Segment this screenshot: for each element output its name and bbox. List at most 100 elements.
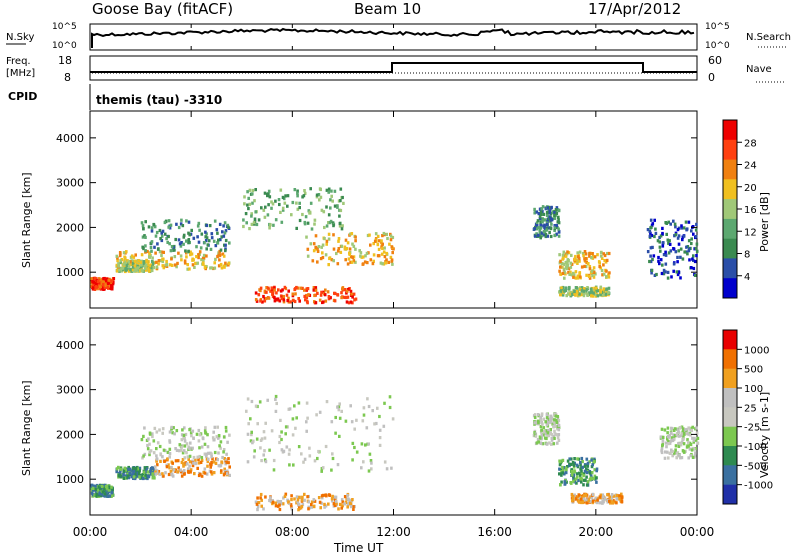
power-panel-cell <box>141 269 144 273</box>
power-panel-cell <box>205 265 208 269</box>
velocity-panel-cell <box>346 493 349 498</box>
power-panel-cell <box>561 261 564 265</box>
velocity-panel-cell <box>166 457 169 461</box>
velocity-panel-cell <box>580 456 584 461</box>
velocity-panel-cell <box>171 474 175 478</box>
power-panel-cell <box>273 295 276 300</box>
power-panel-cell <box>187 220 191 224</box>
velocity-panel-cell <box>535 422 538 426</box>
velocity-panel-cell <box>192 461 195 465</box>
power-panel-cell <box>543 223 546 227</box>
power-panel-cell <box>270 200 273 204</box>
velocity-panel-cell <box>362 406 366 410</box>
power-panel-cell <box>580 265 584 269</box>
power-panel-cell <box>182 235 186 239</box>
power-panel-cell <box>549 234 553 239</box>
power-panel-cell <box>122 251 126 255</box>
velocity-panel-cell <box>110 485 113 489</box>
power-panel-cell <box>303 191 307 195</box>
velocity-panel-cell <box>561 465 564 469</box>
velocity-panel-cell <box>214 461 218 465</box>
power-panel-cell <box>283 201 287 205</box>
velocity-panel-cell <box>693 454 697 458</box>
velocity-panel-cell <box>170 472 174 476</box>
velocity-panel-cell <box>563 472 566 476</box>
velocity-panel-cell <box>579 467 582 471</box>
velocity-panel-cell <box>291 417 295 421</box>
velocity-panel-cell <box>143 466 147 470</box>
power-panel-cell <box>310 227 314 231</box>
velocity-panel-cell <box>590 495 594 499</box>
power-panel-cell <box>598 264 601 269</box>
velocity-panel-cell <box>333 495 336 499</box>
velocity-panel-cell <box>600 496 604 500</box>
velocity-panel-cell <box>263 449 266 453</box>
power-panel-cell <box>298 218 302 223</box>
power-scatter-cells <box>90 187 699 305</box>
power-panel-cell <box>158 250 162 254</box>
power-panel-cell <box>144 220 147 224</box>
velocity-panel-cell <box>570 473 574 477</box>
velocity-panel-cell <box>618 494 621 498</box>
velocity-panel-cell <box>576 457 579 461</box>
power-panel-cell <box>257 293 261 297</box>
velocity-panel-cell <box>155 447 158 451</box>
velocity-panel-cell <box>254 500 258 504</box>
velocity-panel-cell <box>355 418 358 422</box>
power-panel-cell <box>577 256 581 261</box>
power-panel-cell <box>533 227 536 231</box>
power-panel-cell <box>351 242 354 246</box>
power-panel-cell <box>555 223 558 228</box>
power-panel-cell <box>594 286 598 290</box>
velocity-panel-cell <box>299 506 303 510</box>
velocity-panel-cell <box>270 429 274 433</box>
velocity-panel-cell <box>542 433 545 437</box>
colorbar-swatch <box>723 446 737 466</box>
velocity-panel-cell <box>604 497 607 501</box>
power-panel-cell <box>285 293 289 297</box>
power-panel-cell <box>383 246 386 250</box>
velocity-panel-cell <box>220 461 224 465</box>
power-panel-cell <box>305 299 309 304</box>
power-panel-cell <box>369 258 373 262</box>
power-panel-cell <box>161 264 165 268</box>
power-panel-cell <box>557 218 560 222</box>
power-panel-cell <box>659 249 662 253</box>
velocity-panel-cell <box>598 495 602 499</box>
velocity-panel-cell <box>138 468 141 472</box>
power-panel-cell <box>118 251 122 255</box>
velocity-panel-cell <box>297 401 301 405</box>
velocity-panel-cell <box>280 448 284 452</box>
power-panel-cell <box>130 254 134 258</box>
power-panel-cell <box>296 286 300 290</box>
power-panel-cell <box>303 189 306 193</box>
velocity-panel-cell <box>128 471 131 475</box>
power-panel-cell <box>162 266 166 270</box>
power-panel-cell <box>349 300 353 304</box>
velocity-panel-cell <box>282 496 285 500</box>
velocity-panel-cell <box>334 415 337 420</box>
power-panel-cell <box>314 286 318 290</box>
power-panel-cell <box>120 266 123 270</box>
power-panel-cell <box>655 272 658 277</box>
velocity-panel-cell <box>583 464 587 468</box>
velocity-panel-cell <box>385 467 389 471</box>
velocity-panel-cell <box>546 418 550 422</box>
power-panel-cell <box>385 232 388 236</box>
power-panel-cell <box>658 235 661 240</box>
power-panel-cell <box>98 285 102 289</box>
power-panel-cell <box>224 229 228 233</box>
power-panel-cell <box>161 259 165 264</box>
power-panel-cell <box>664 270 667 274</box>
colorbar-swatch <box>723 484 737 505</box>
velocity-panel-cell <box>591 499 595 503</box>
power-panel-cell <box>550 205 553 209</box>
power-panel-cell <box>106 285 110 289</box>
velocity-panel-cell <box>156 441 160 445</box>
power-panel-cell <box>649 254 652 258</box>
power-panel-cell <box>554 208 558 212</box>
velocity-panel-cell <box>320 496 324 500</box>
velocity-panel-cell <box>660 450 664 455</box>
velocity-panel-cell <box>588 460 591 464</box>
power-panel-cell <box>376 243 380 247</box>
